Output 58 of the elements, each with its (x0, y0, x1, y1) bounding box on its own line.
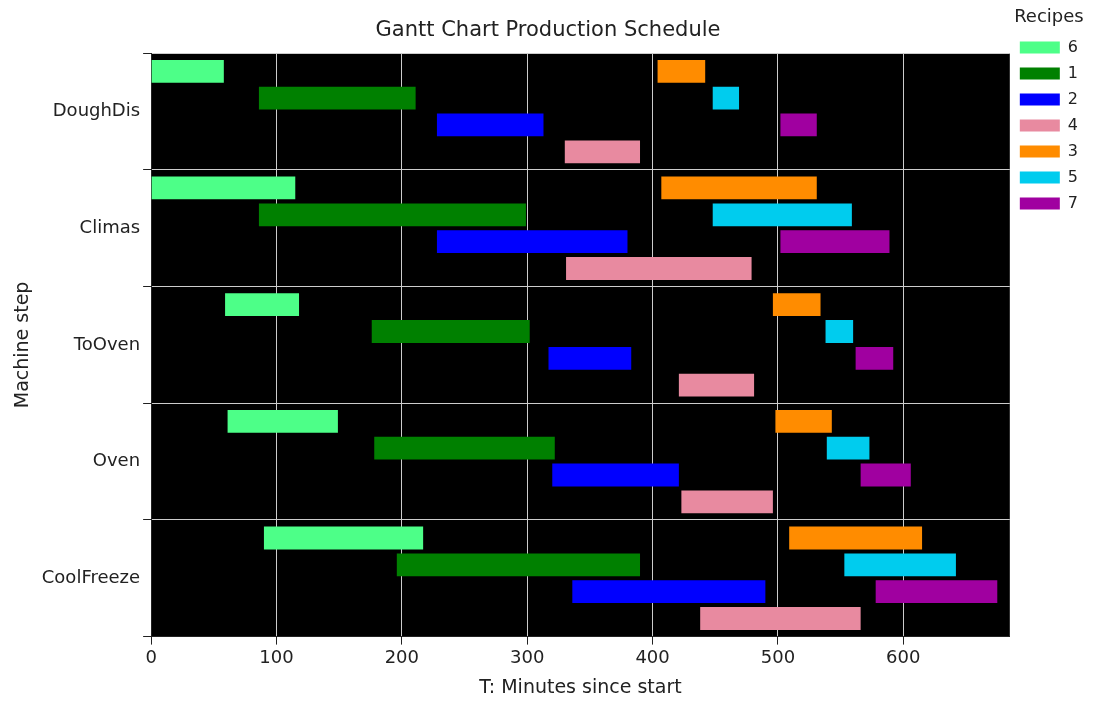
bar (374, 436, 555, 460)
legend-label: 3 (1067, 140, 1079, 160)
bar (258, 86, 416, 110)
bar (548, 346, 632, 370)
legend-label: 1 (1067, 62, 1079, 82)
bar (225, 293, 300, 317)
y-tick-label: DoughDis (52, 99, 141, 121)
bar (825, 320, 854, 343)
bar (258, 203, 526, 227)
legend-label: 4 (1067, 114, 1079, 134)
bar (657, 59, 706, 83)
bar (564, 140, 641, 164)
bar (151, 176, 296, 200)
bar (826, 436, 870, 460)
bar (227, 409, 338, 433)
bar (844, 553, 956, 577)
bar (661, 176, 817, 200)
bar (875, 580, 998, 604)
bar (371, 320, 530, 343)
x-tick-label: 100 (259, 646, 294, 668)
x-tick-label: 300 (510, 646, 545, 668)
bar (436, 230, 628, 254)
x-axis-title: T: Minutes since start (478, 674, 682, 697)
bar (678, 373, 755, 397)
legend-label: 6 (1067, 36, 1079, 56)
bar (712, 203, 852, 227)
legend-title: Recipes (1014, 4, 1084, 26)
bar (700, 607, 861, 630)
bar (263, 526, 424, 550)
x-tick-label: 600 (886, 646, 921, 668)
x-tick-label: 500 (760, 646, 796, 668)
bar (860, 463, 911, 487)
bar (855, 346, 894, 370)
bar (712, 86, 740, 110)
bar (552, 463, 679, 487)
bar (572, 580, 766, 604)
legend-label: 2 (1067, 88, 1079, 108)
chart-title: Gantt Chart Production Schedule (375, 17, 721, 42)
bar (775, 409, 832, 433)
y-tick-label: Oven (92, 449, 141, 471)
x-tick-label: 0 (145, 646, 157, 668)
bar (396, 553, 641, 577)
y-axis-title: Machine step (10, 281, 33, 409)
y-tick-label: CoolFreeze (41, 565, 141, 587)
bar (780, 113, 817, 137)
legend-label: 5 (1067, 166, 1079, 186)
y-tick-label: ToOven (72, 332, 141, 354)
y-tick-label: Climas (79, 215, 141, 237)
bar (681, 490, 773, 514)
bar (566, 257, 752, 280)
bar (789, 526, 923, 550)
bar (151, 59, 224, 83)
bar (780, 230, 890, 254)
x-tick-label: 200 (384, 646, 420, 668)
bar (436, 113, 544, 137)
legend-label: 7 (1067, 192, 1079, 212)
bar (772, 293, 821, 317)
x-tick-label: 400 (635, 646, 670, 668)
